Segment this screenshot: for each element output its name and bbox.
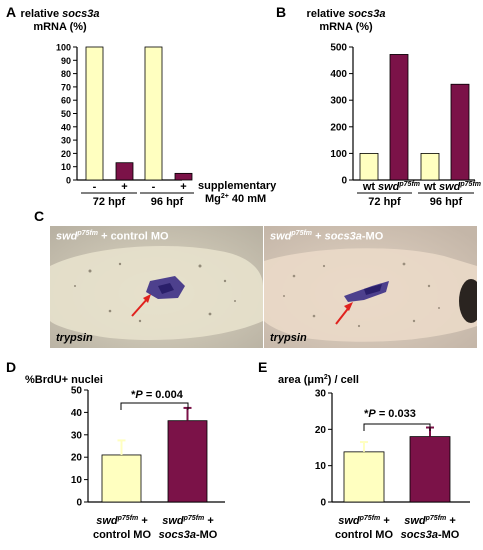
panel-a-group-label: 96 hpf (151, 196, 184, 208)
panel-d-label-1-line2: control MO (93, 529, 151, 541)
panel-a-ylabel-unit: mRNA (%) (33, 21, 87, 33)
panel-d-significance-bracket (120, 402, 189, 410)
panel-a-bar (115, 162, 134, 181)
panel-e-y-tick-label: 20 (315, 425, 327, 436)
panel-letter-b: B (276, 4, 286, 20)
panel-a-y-tick-label: 80 (61, 69, 71, 79)
micrograph-socs3a-title: swdp75fm + socs3a-MO (270, 230, 384, 243)
panel-d-y-tick-label: 0 (76, 498, 82, 509)
panel-d-bar (167, 420, 208, 503)
panel-a-group-label: 72 hpf (93, 196, 126, 208)
panel-e-label-1-line2: control MO (335, 529, 393, 541)
panel-a-y-tick-label: 30 (61, 136, 71, 146)
panel-a-x-sign: + (180, 181, 186, 193)
panel-b-y-tick-label: 300 (330, 96, 347, 107)
panel-a-y-tick-label: 60 (61, 96, 71, 106)
panel-a-ylabel: relative socs3a (21, 8, 100, 20)
panel-b-x-label: swdp75fm (378, 181, 420, 193)
panel-b-group-label: 96 hpf (430, 196, 463, 208)
panel-b-x-label: swdp75fm (439, 181, 481, 193)
panel-e-label-2-line2: socs3a-MO (401, 529, 460, 541)
panel-letter-e: E (258, 359, 267, 375)
panel-b-bar (359, 152, 379, 181)
micrograph-left-edge (0, 226, 48, 348)
panel-b-y-tick-label: 200 (330, 122, 347, 133)
panel-a-x-sign: - (152, 181, 156, 193)
panel-d-ylabel: %BrdU+ nuclei (25, 374, 103, 386)
panel-e-significance-bracket (363, 423, 431, 431)
panel-a-y-tick-label: 20 (61, 149, 71, 159)
panel-a-xnote-line1: supplementary (198, 180, 277, 192)
panel-b-bar (420, 152, 440, 181)
panel-a-xnote-line2: Mg2+ 40 mM (205, 193, 266, 205)
panel-a-y-tick-label: 10 (61, 162, 71, 172)
micrograph-socs3a-mo: swdp75fm + socs3a-MO trypsin (264, 226, 477, 348)
chart-layer: 0102030405060708090100010020030040050001… (56, 43, 481, 509)
panel-letter-d: D (6, 359, 16, 375)
panel-e-bar (343, 451, 385, 503)
panel-b-y-tick-label: 100 (330, 149, 347, 160)
panel-d-y-tick-label: 30 (71, 430, 83, 441)
panel-b-y-tick-label: 0 (341, 176, 347, 187)
panel-d-y-tick-label: 40 (71, 408, 83, 419)
panel-b-x-label: wt (423, 181, 437, 193)
panel-letter-c: C (34, 208, 44, 224)
panel-d-y-tick-label: 10 (71, 475, 83, 486)
panel-b-bar (389, 54, 409, 181)
panel-b-group-label: 72 hpf (368, 196, 401, 208)
panel-e-y-tick-label: 0 (320, 498, 326, 509)
panel-b-ylabel-unit: mRNA (%) (319, 21, 373, 33)
panel-a-bar (174, 172, 193, 181)
panel-d-label-2-line2: socs3a-MO (159, 529, 218, 541)
micrograph-control-stain-label: trypsin (56, 332, 93, 344)
panel-a-y-tick-label: 0 (66, 176, 71, 186)
micrograph-socs3a-stain-label: trypsin (270, 332, 307, 344)
panel-a-y-tick-label: 70 (61, 82, 71, 92)
panel-letter-a: A (6, 4, 16, 20)
panel-d-y-tick-label: 20 (71, 453, 83, 464)
panel-b-ylabel: relative socs3a (307, 8, 386, 20)
panel-b-y-tick-label: 400 (330, 69, 347, 80)
panel-d-label-1-line1: swdp75fm + (96, 515, 148, 527)
panel-e-ylabel: area (μm2) / cell (278, 374, 359, 386)
panel-a-y-tick-label: 50 (61, 109, 71, 119)
panel-e-bar (409, 436, 451, 503)
panel-e-y-tick-label: 10 (315, 461, 327, 472)
panel-b-y-tick-label: 500 (330, 43, 347, 54)
panel-d-label-2-line1: swdp75fm + (162, 515, 214, 527)
panel-d-bar (101, 454, 142, 503)
panel-a-y-tick-label: 90 (61, 56, 71, 66)
panel-b-bar (450, 83, 470, 181)
panel-a-y-tick-label: 40 (61, 122, 71, 132)
panel-a-bar (144, 46, 163, 181)
panel-e-significance: *P = 0.033 (364, 408, 416, 420)
panel-a-bar (85, 46, 104, 181)
panel-d-y-tick-label: 50 (71, 386, 83, 397)
panel-a-x-sign: - (93, 181, 97, 193)
micrograph-control-mo: swdp75fm + control MO trypsin (50, 226, 263, 348)
panel-a-x-sign: + (121, 181, 127, 193)
micrograph-control-title: swdp75fm + control MO (56, 230, 169, 243)
panel-e-y-tick-label: 30 (315, 389, 327, 400)
panel-e-label-1-line1: swdp75fm + (338, 515, 390, 527)
panel-a-y-tick-label: 100 (56, 43, 71, 53)
panel-e-label-2-line1: swdp75fm + (404, 515, 456, 527)
panel-d-significance: *P = 0.004 (131, 389, 184, 401)
panel-b-x-label: wt (362, 181, 376, 193)
